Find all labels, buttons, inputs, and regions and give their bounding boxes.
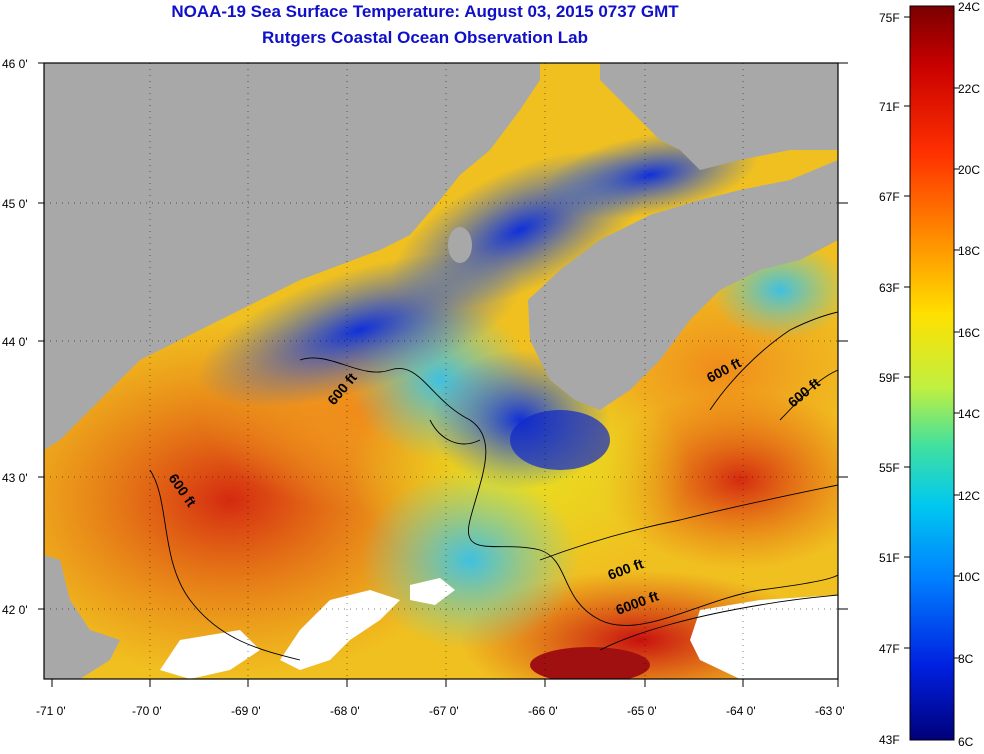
lon-label-68: -68 0' xyxy=(330,704,360,718)
colorbar-f-label: 55F xyxy=(879,461,900,475)
colorbar-f-label: 67F xyxy=(879,190,900,204)
map-subtitle: Rutgers Coastal Ocean Observation Lab xyxy=(262,28,588,47)
lon-label-70: -70 0' xyxy=(132,704,162,718)
colorbar-c-label: 16C xyxy=(958,326,980,340)
land-new-brunswick xyxy=(600,63,838,170)
colorbar-c-label: 6C xyxy=(958,735,974,749)
colorbar-c-label: 10C xyxy=(958,570,980,584)
land-cape-cod xyxy=(44,555,120,679)
colorbar-f-label: 51F xyxy=(879,551,900,565)
lon-label-69: -69 0' xyxy=(231,704,261,718)
colorbar-c-label: 12C xyxy=(958,489,980,503)
colorbar-c-label: 14C xyxy=(958,407,980,421)
lon-label-65: -65 0' xyxy=(627,704,657,718)
colorbar xyxy=(909,5,955,741)
colorbar-c-label: 8C xyxy=(958,652,974,666)
colorbar-c-label: 24C xyxy=(958,0,980,14)
map-title: NOAA-19 Sea Surface Temperature: August … xyxy=(171,2,679,21)
lat-label-43: 43 0' xyxy=(2,471,28,485)
bathymetry-contours xyxy=(149,311,838,661)
colorbar-f-label: 71F xyxy=(879,100,900,114)
lat-label-44: 44 0' xyxy=(2,335,28,349)
lat-label-46: 46 0' xyxy=(2,57,28,71)
lon-label-66: -66 0' xyxy=(528,704,558,718)
colorbar-c-label: 20C xyxy=(958,163,980,177)
lat-label-45: 45 0' xyxy=(2,197,28,211)
cloud-cover xyxy=(160,578,838,679)
land-maine xyxy=(44,63,540,450)
colorbar-f-label: 63F xyxy=(879,281,900,295)
lat-label-42: 42 0' xyxy=(2,603,28,617)
lon-label-63: -63 0' xyxy=(815,704,845,718)
colorbar-f-label: 47F xyxy=(879,642,900,656)
colorbar-f-label: 75F xyxy=(879,11,900,25)
colorbar-f-label: 59F xyxy=(879,371,900,385)
colorbar-c-label: 22C xyxy=(958,82,980,96)
land-nova-scotia xyxy=(528,160,838,410)
colorbar-f-label: 43F xyxy=(879,733,900,747)
map-frame xyxy=(43,62,839,680)
colorbar-c-label: 18C xyxy=(958,244,980,258)
lon-label-67: -67 0' xyxy=(429,704,459,718)
lon-label-64: -64 0' xyxy=(726,704,756,718)
lon-label-71: -71 0' xyxy=(36,704,66,718)
